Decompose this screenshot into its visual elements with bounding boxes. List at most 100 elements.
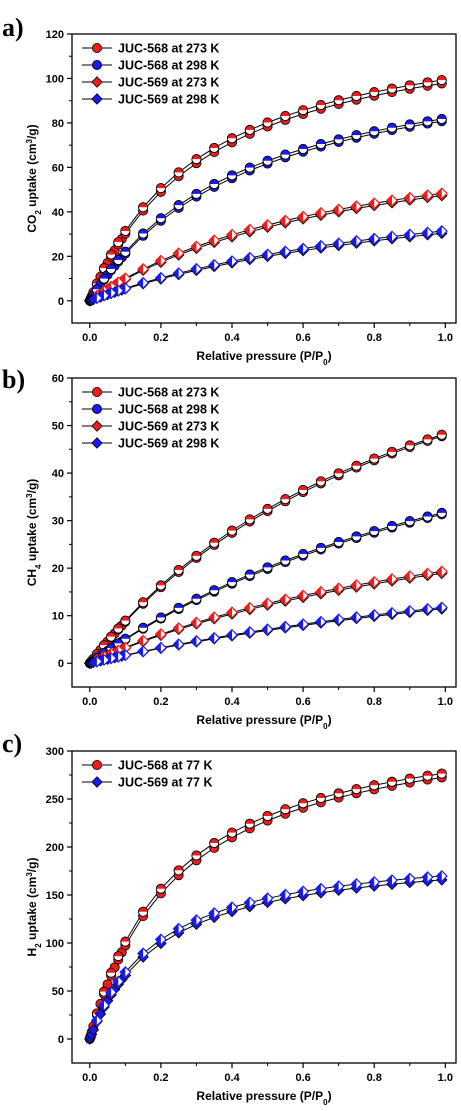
data-point-outline [369,526,380,537]
x-tick-label: 1.0 [438,332,453,344]
data-point-half [120,634,130,639]
data-point-half [137,646,144,657]
data-point-half [191,263,197,275]
data-point-half [113,976,119,987]
data-point [137,276,150,289]
data-point-half [405,119,415,125]
data-point-outline [138,906,149,917]
x-tick-label: 0.4 [224,1072,240,1084]
data-point-half [173,923,179,934]
data-point [333,537,344,548]
data-point-half [106,968,116,973]
data-point-half [333,614,339,625]
data-point [154,933,167,946]
data-point [332,237,345,250]
data-point-half [226,607,232,618]
data-point [261,218,274,232]
plot-frame [71,377,457,688]
data-point-half [297,590,304,601]
data-point [351,460,362,471]
data-point-half [298,485,308,490]
data-point [91,420,103,432]
data-point-half [227,170,237,176]
data-point [208,907,221,920]
data-point [368,197,381,210]
data-point-half [437,75,447,81]
data-point [280,149,291,160]
legend-label: JUC-568 at 298 K [118,403,219,417]
data-point-half [333,881,339,892]
data-point-outline [315,138,326,149]
data-point-outline [155,580,166,591]
data-point [422,434,433,445]
data-point [369,780,380,791]
data-point-half [156,213,166,219]
data-point-outline [226,525,237,536]
data-point-half [387,447,397,452]
data-point-half [209,838,219,844]
data-point [314,206,327,219]
y-tick-label: 50 [52,986,64,998]
data-point [436,507,447,518]
data-point-half [98,654,104,666]
data-point [173,602,184,613]
data-point-half [120,966,126,978]
data-point [92,403,103,414]
data-point [298,484,309,495]
data-point [436,768,447,779]
data-point-outline [315,99,326,110]
data-point-half [227,828,237,833]
data-point [333,788,344,799]
data-point-half [351,91,362,97]
data-point-half [156,580,166,586]
data-point-outline [113,951,124,962]
data-point-half [174,865,184,871]
data-point-half [106,249,116,255]
data-point-half [369,198,375,209]
y-axis-label: CO2 uptake (cm3/g) [25,124,43,232]
data-point-half [138,202,148,208]
data-point-outline [351,91,362,102]
data-point [172,622,185,635]
data-point [403,228,416,241]
y-tick-label: 20 [52,251,64,263]
data-point-half [120,247,130,252]
data-point [208,234,221,247]
panel-letter: c) [2,729,22,758]
data-point-outline [173,167,184,178]
data-point-outline [369,780,380,791]
data-point [137,634,150,647]
data-point-half [191,154,202,160]
data-point-half [369,780,379,786]
data-point [368,232,381,245]
data-point [155,213,166,224]
data-point-outline [209,585,220,596]
data-point-half [351,130,362,136]
data-point-outline [120,615,131,626]
data-point-half [113,638,123,644]
data-point [87,1024,100,1036]
data-point [97,999,111,1012]
data-point-half [280,804,290,810]
data-point [244,124,255,135]
data-point-outline [315,476,326,487]
data-point [106,249,117,260]
data-point-half [351,611,357,623]
data-point [280,111,291,122]
data-point-half [191,551,202,556]
data-point [386,83,397,94]
x-tick-label: 0.0 [82,332,97,344]
data-point [119,649,132,662]
data-point-outline [280,149,291,160]
data-point [385,230,399,243]
data-point [105,652,118,665]
data-point-outline [280,555,291,566]
data-point-outline [155,612,166,623]
data-point-half [244,252,250,263]
data-point [105,986,118,999]
data-point-outline [436,507,447,518]
data-point-outline [155,183,166,194]
data-point-outline [191,154,202,165]
data-point-half [245,514,255,520]
data-point [92,43,103,54]
